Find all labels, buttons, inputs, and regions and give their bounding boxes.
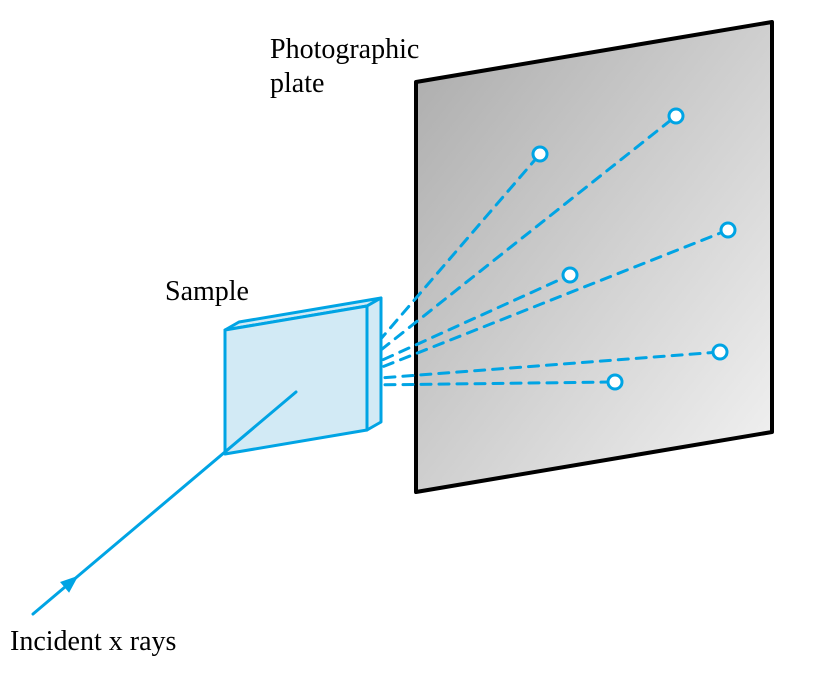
diffraction-spot (721, 223, 735, 237)
diffraction-spot (533, 147, 547, 161)
plate-label-line2: plate (270, 68, 324, 99)
diffraction-spot (713, 345, 727, 359)
sample-label: Sample (165, 276, 249, 307)
diffraction-spot (608, 375, 622, 389)
plate-label: Photographic (270, 34, 419, 65)
photographic-plate (416, 22, 772, 492)
diffraction-spot (669, 109, 683, 123)
diffraction-spot (563, 268, 577, 282)
incident-label: Incident x rays (10, 626, 176, 657)
